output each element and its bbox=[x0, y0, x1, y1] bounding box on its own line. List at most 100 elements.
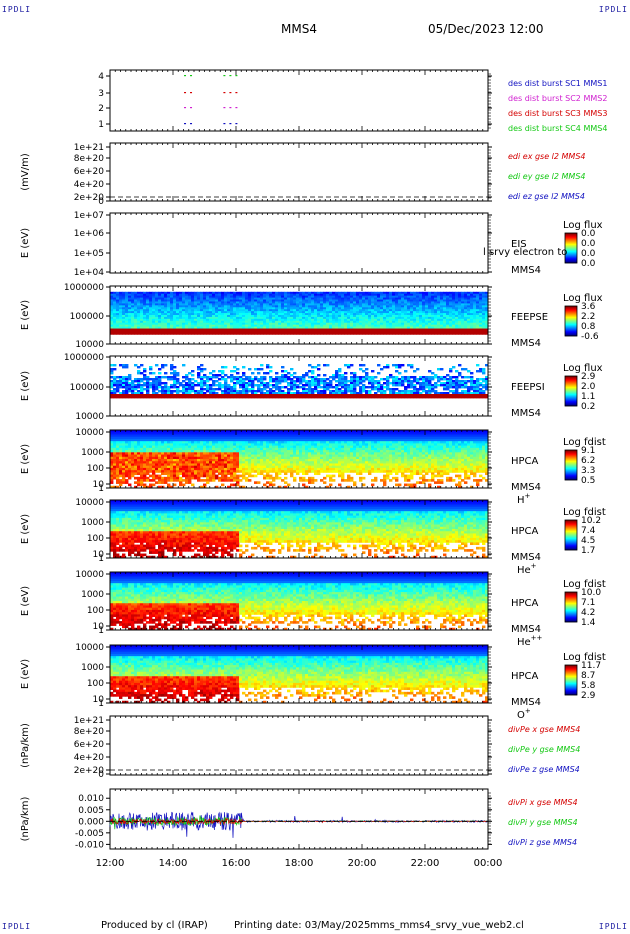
hpca_o-colorbar-title: Log fdist bbox=[563, 652, 606, 663]
feepse-instrument: FEEPSE bbox=[511, 312, 548, 323]
divpe-legend-entry: divPe z gse MMS4 bbox=[508, 765, 580, 774]
hpca_h-colorbar-tick: 3.3 bbox=[581, 466, 595, 476]
eis-colorbar-title: Log flux bbox=[563, 220, 603, 231]
feepsi-colorbar bbox=[564, 375, 578, 407]
hpca_o-ytick: 1000 bbox=[81, 663, 104, 673]
feepse-colorbar-tick: -0.6 bbox=[581, 332, 599, 342]
xaxis-tick-label: 16:00 bbox=[222, 858, 251, 869]
feepsi-colorbar-tick: 2.0 bbox=[581, 382, 596, 392]
xaxis-tick-label: 18:00 bbox=[285, 858, 314, 869]
hpca_o-spacecraft: MMS4 bbox=[511, 697, 541, 708]
feepse-colorbar bbox=[564, 305, 578, 337]
edi-ytick: 2e+20 bbox=[74, 193, 105, 203]
burst-mark bbox=[235, 92, 238, 94]
eis-spacecraft: MMS4 bbox=[511, 265, 541, 276]
hpca_he-colorbar-tick: 1.7 bbox=[581, 546, 595, 556]
feepse-ylabel: E (eV) bbox=[20, 300, 31, 330]
hpca_he-ylabel: E (eV) bbox=[20, 514, 31, 544]
hpca_hepp-instrument: HPCA bbox=[511, 598, 539, 609]
hpca_hepp-colorbar-tick: 4.2 bbox=[581, 608, 595, 618]
corner-tr-label: IPDLI bbox=[598, 5, 628, 14]
hpca_hepp-species: He++ bbox=[517, 634, 543, 648]
divpe-frame bbox=[109, 715, 489, 776]
divpe-ytick: 8e+20 bbox=[74, 727, 105, 737]
hpca_he-species: He+ bbox=[517, 562, 537, 576]
hpca_h-instrument: HPCA bbox=[511, 456, 539, 467]
spacecraft-title: MMS4 bbox=[281, 22, 317, 36]
hpca_he-colorbar-tick: 7.4 bbox=[581, 526, 596, 536]
feepsi-instrument: FEEPSI bbox=[511, 382, 545, 393]
hpca_hepp-colorbar-title: Log fdist bbox=[563, 579, 606, 590]
footer-produced-by: Produced by cl (IRAP) bbox=[101, 920, 208, 931]
burst-mark bbox=[229, 107, 232, 109]
divpe-ylabel: (nPa/km) bbox=[20, 723, 31, 768]
burst-legend-entry: des dist burst SC4 MMS4 bbox=[508, 124, 607, 133]
xaxis-tick-label: 22:00 bbox=[411, 858, 440, 869]
edi-legend-entry: edi ey gse l2 MMS4 bbox=[508, 172, 586, 181]
hpca_hepp-colorbar-tick: 7.1 bbox=[581, 598, 595, 608]
burst-mark bbox=[223, 123, 226, 125]
corner-bl-label: IPDLI bbox=[2, 922, 32, 931]
panel-hpca_h: 10000 1000 100 101 E (eV) Log fdist9.16.23.30… bbox=[20, 428, 606, 506]
feepse-colorbar-tick: 0.8 bbox=[581, 322, 596, 332]
eis-colorbar-tick: 0.0 bbox=[581, 259, 596, 269]
hpca_h-ytick: 1 bbox=[98, 484, 104, 494]
burst-mark bbox=[229, 92, 232, 94]
burst-mark bbox=[235, 75, 238, 77]
edi-ytick: 0 bbox=[98, 197, 104, 207]
hpca_hepp-spacecraft: MMS4 bbox=[511, 624, 541, 635]
edi-ytick: 1e+21 bbox=[74, 143, 104, 153]
hpca_hepp-ytick: 1 bbox=[98, 626, 104, 636]
hpca_h-ytick: 10 bbox=[93, 480, 105, 490]
hpca_o-colorbar-tick: 2.9 bbox=[581, 691, 596, 701]
divpe-ytick: 2e+20 bbox=[74, 766, 105, 776]
eis-ytick: 1e+04 bbox=[74, 268, 105, 278]
burst-mark bbox=[223, 92, 226, 94]
hpca_h-species: H+ bbox=[517, 492, 531, 506]
feepsi-ylabel: E (eV) bbox=[20, 371, 31, 401]
burst-legend-entry: des dist burst SC1 MMS1 bbox=[508, 79, 607, 88]
burst-mark bbox=[190, 75, 193, 77]
burst-mark bbox=[184, 123, 187, 125]
burst-mark bbox=[229, 75, 232, 77]
eis-ytick: 1e+06 bbox=[74, 229, 105, 239]
edi-legend-entry: edi ex gse l2 MMS4 bbox=[508, 152, 586, 161]
feepsi-ytick: 100000 bbox=[70, 383, 105, 393]
feepse-ytick: 100000 bbox=[70, 312, 105, 322]
panel-feepse: 1000000 100000 10000 E (eV) Log flux3.62.20.… bbox=[20, 283, 603, 350]
hpca_h-ytick: 10000 bbox=[75, 428, 104, 438]
hpca_he-ytick: 100 bbox=[87, 534, 104, 544]
hpca_he-colorbar bbox=[564, 519, 578, 551]
edi-ytick: 6e+20 bbox=[74, 167, 105, 177]
eis-ylabel: E (eV) bbox=[20, 228, 31, 258]
divpe-ytick: 0 bbox=[98, 770, 104, 780]
edi-legend-entry: edi ez gse l2 MMS4 bbox=[508, 192, 585, 201]
hpca_he-ytick: 10000 bbox=[75, 498, 104, 508]
burst-ytick: 2 bbox=[98, 104, 104, 114]
eis-ytick: 1e+07 bbox=[74, 211, 104, 221]
mms-overview-chart: 4 3 2 1 des dist burst SC1 MMS1 des dist burs… bbox=[20, 69, 607, 869]
feepsi-spacecraft: MMS4 bbox=[511, 408, 541, 419]
feepse-colorbar-tick: 3.6 bbox=[581, 302, 596, 312]
hpca_h-ylabel: E (eV) bbox=[20, 444, 31, 474]
burst-mark bbox=[184, 92, 187, 94]
hpca_o-ytick: 10 bbox=[93, 695, 105, 705]
burst-frame bbox=[109, 69, 489, 132]
divpi-ylabel: (nPa/km) bbox=[20, 797, 31, 842]
hpca_o-instrument: HPCA bbox=[511, 671, 539, 682]
feepsi-colorbar-tick: 1.1 bbox=[581, 392, 595, 402]
eis-overlay-label: l srvy electron to bbox=[483, 247, 567, 258]
hpca_hepp-ytick: 10000 bbox=[75, 570, 104, 580]
panel-hpca_he: 10000 1000 100 101 E (eV) Log fdist10.27.44.5… bbox=[20, 498, 606, 576]
hpca_hepp-ytick: 10 bbox=[93, 622, 105, 632]
feepsi-ytick: 1000000 bbox=[64, 353, 104, 363]
divpe-legend-entry: divPe y gse MMS4 bbox=[508, 745, 580, 754]
eis-colorbar-tick: 0.0 bbox=[581, 249, 596, 259]
feepsi-colorbar-tick: 2.9 bbox=[581, 372, 596, 382]
eis-colorbar-tick: 0.0 bbox=[581, 229, 596, 239]
